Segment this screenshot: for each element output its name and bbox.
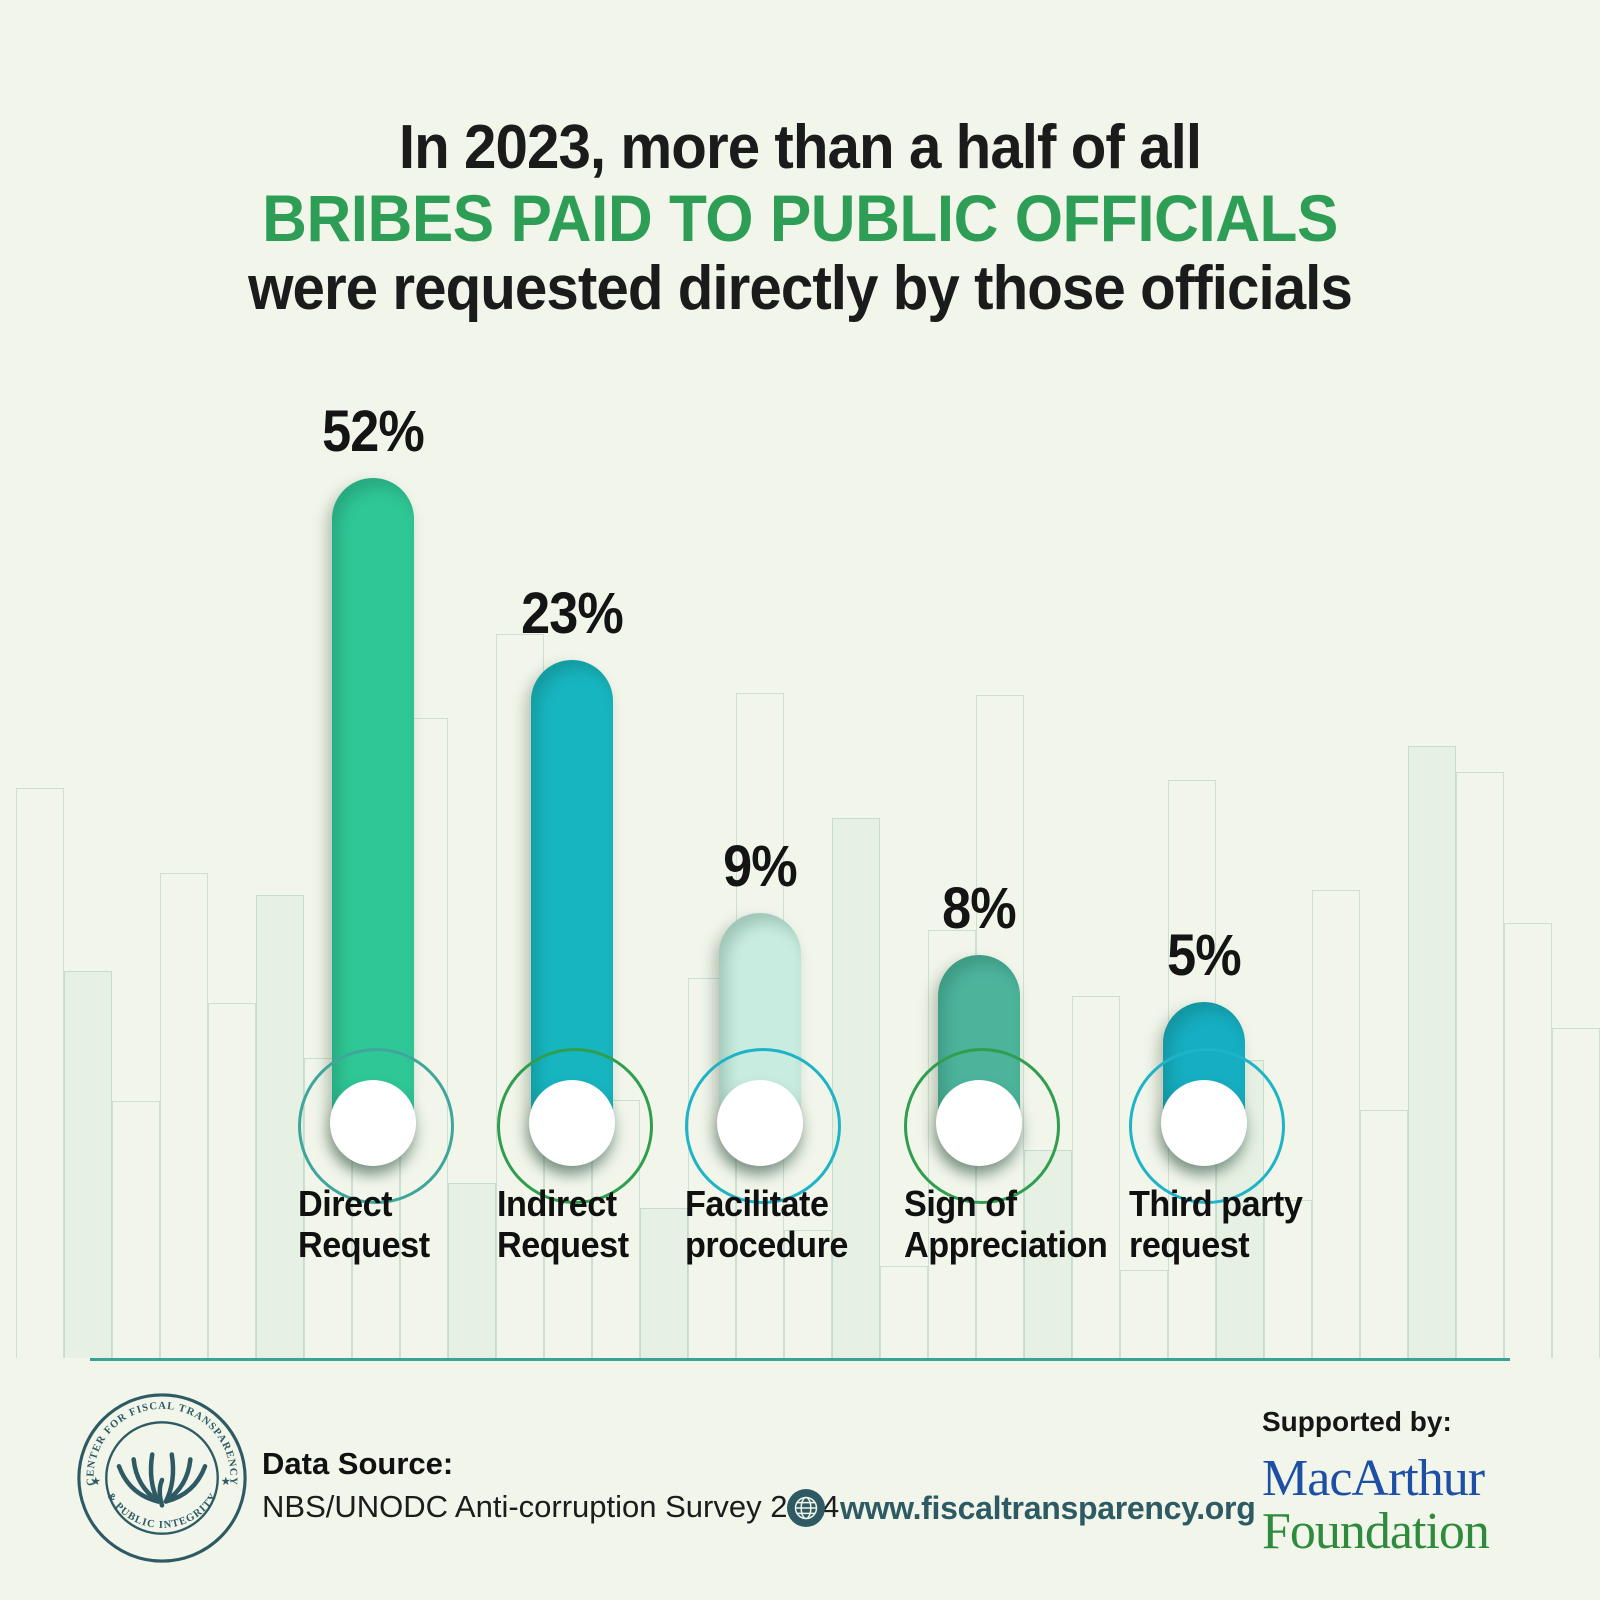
decorative-bar: [1504, 923, 1552, 1358]
title-line-3: were requested directly by those officia…: [248, 254, 1353, 324]
bar-base-ring: [1129, 1048, 1285, 1204]
bar-category-line: Request: [497, 1224, 629, 1266]
bar-value-label: 23%: [521, 581, 624, 646]
bar-base-dot: [1161, 1080, 1247, 1166]
bar-category-line: Sign of: [904, 1183, 1017, 1224]
bar-value-label: 52%: [322, 399, 425, 464]
title-line-1: In 2023, more than a half of all: [398, 113, 1202, 182]
decorative-bar: [1456, 772, 1504, 1358]
page-title: In 2023, more than a half of all BRIBES …: [0, 113, 1600, 324]
sponsor-name-line2: Foundation: [1262, 1503, 1490, 1561]
bar-base-ring: [685, 1048, 841, 1204]
seal-star-right: ★: [221, 1475, 232, 1488]
org-seal-logo: CENTER FOR FISCAL TRANSPARENCY & PUBLIC …: [74, 1390, 250, 1571]
bar-category-label: Facilitate procedure: [685, 1183, 848, 1265]
decorative-bar: [1360, 1110, 1408, 1358]
bar-category-label: Third party request: [1129, 1183, 1303, 1266]
bar-base-ring: [904, 1048, 1060, 1204]
bar-value-label: 5%: [1167, 923, 1242, 988]
decorative-bar: [1264, 1200, 1312, 1358]
bar-category-line: Direct: [298, 1183, 393, 1224]
bar-category-line: Request: [298, 1224, 430, 1266]
website-url: www.fiscaltransparency.org: [840, 1489, 1256, 1526]
decorative-bar: [1120, 1270, 1168, 1358]
data-source-value: NBS/UNODC Anti-corruption Survey 2024: [262, 1489, 840, 1524]
decorative-bar: [832, 818, 880, 1358]
bar-category-label: Indirect Request: [497, 1183, 629, 1265]
bar-base-ring: [497, 1048, 653, 1204]
bar-value-label: 9%: [723, 834, 798, 899]
seal-star-left: ★: [91, 1475, 102, 1488]
decorative-bar: [208, 1003, 256, 1358]
decorative-bar: [112, 1101, 160, 1358]
sponsor-block: Supported by: MacArthur Foundation: [1262, 1406, 1490, 1561]
decorative-bar: [1072, 996, 1120, 1358]
chart-baseline: [90, 1358, 1510, 1361]
decorative-bar: [304, 1058, 352, 1358]
website-row: www.fiscaltransparency.org: [786, 1488, 1256, 1528]
decorative-bar: [160, 873, 208, 1358]
bar-category-line: Third party: [1129, 1183, 1303, 1224]
decorative-bar: [640, 1208, 688, 1358]
bar-base-dot: [330, 1080, 416, 1166]
bar-category-label: Direct Request: [298, 1183, 430, 1265]
data-source-block: Data Source: NBS/UNODC Anti-corruption S…: [262, 1446, 839, 1525]
bar-category-line: Facilitate: [685, 1183, 829, 1224]
decorative-bar: [1312, 890, 1360, 1358]
decorative-bar: [1408, 746, 1456, 1358]
bar-value-label: 8%: [942, 876, 1017, 941]
decorative-bar: [448, 1183, 496, 1358]
decorative-bar: [880, 1266, 928, 1358]
sponsor-logo: MacArthur Foundation: [1262, 1450, 1490, 1561]
decorative-bar: [784, 1230, 832, 1358]
title-line-2: BRIBES PAID TO PUBLIC OFFICIALS: [262, 181, 1338, 256]
bar-base-dot: [717, 1080, 803, 1166]
bar-category-line: request: [1129, 1224, 1250, 1266]
bar-category-line: procedure: [685, 1224, 848, 1266]
bar-category-line: Indirect: [497, 1183, 617, 1224]
sponsor-name-line1: MacArthur: [1262, 1450, 1485, 1507]
decorative-bar: [16, 788, 64, 1358]
org-seal-icon: CENTER FOR FISCAL TRANSPARENCY & PUBLIC …: [77, 1393, 247, 1563]
bar-base-dot: [529, 1080, 615, 1166]
bar-category-label: Sign of Appreciation: [904, 1183, 1108, 1266]
decorative-bar: [64, 971, 112, 1358]
bar-base-ring: [298, 1048, 454, 1204]
wings-icon: [116, 1452, 208, 1508]
decorative-bar: [256, 895, 304, 1358]
bar-category-line: Appreciation: [904, 1224, 1108, 1266]
supported-by-label: Supported by:: [1262, 1406, 1452, 1437]
bar-base-dot: [936, 1080, 1022, 1166]
globe-icon: [787, 1489, 825, 1527]
data-source-label: Data Source:: [262, 1446, 454, 1481]
